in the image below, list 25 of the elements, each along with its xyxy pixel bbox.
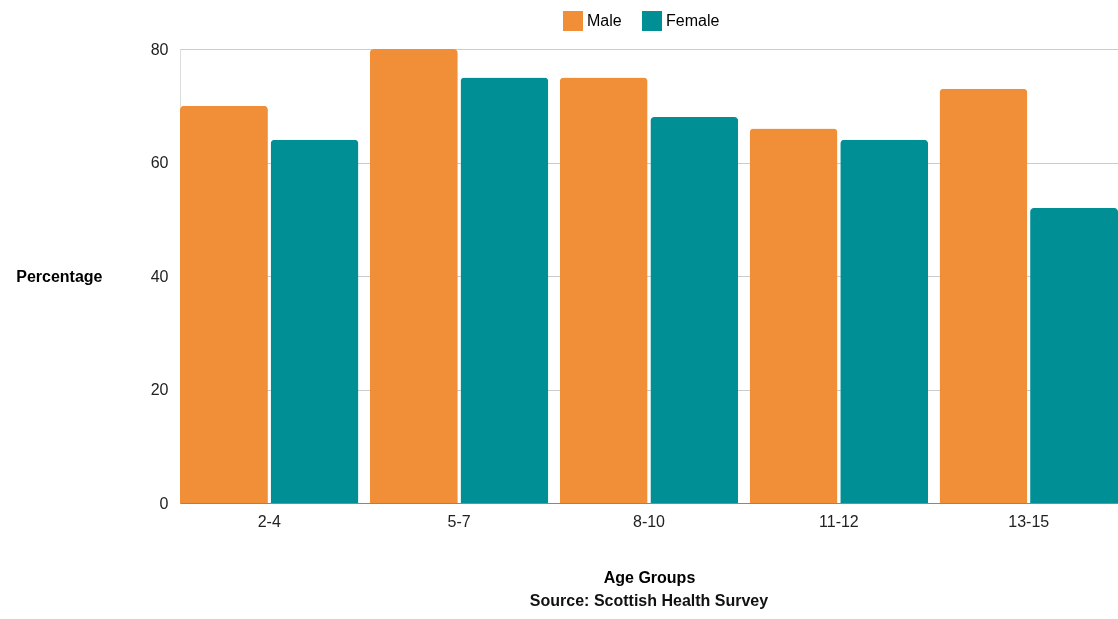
bar [1030,207,1118,503]
legend-label: Male [587,12,622,29]
y-tick-label: 20 [150,381,169,398]
x-tick-label: 2-4 [257,512,281,530]
bar [650,117,739,503]
source-note: Source: Scottish Health Survey [529,592,769,609]
y-tick-label: 40 [150,267,169,285]
x-axis-title: Age Groups [603,568,696,586]
y-axis-title: Percentage [16,267,103,285]
x-tick-label: 13-15 [1008,512,1050,530]
x-tick-label: 8-10 [632,512,666,530]
x-tick-label: 5-7 [447,512,471,530]
bar [939,88,1028,503]
bar [180,105,268,503]
y-tick-label: 80 [150,40,169,58]
bar [270,139,359,503]
legend-label: Female [666,12,720,29]
x-tick-label: 11-12 [819,512,859,530]
bar [460,77,549,503]
y-tick-label: 0 [159,494,169,512]
bar [840,139,929,503]
bar [749,128,838,503]
y-tick-label: 60 [150,154,169,171]
bar [369,49,458,503]
bar [559,77,648,503]
